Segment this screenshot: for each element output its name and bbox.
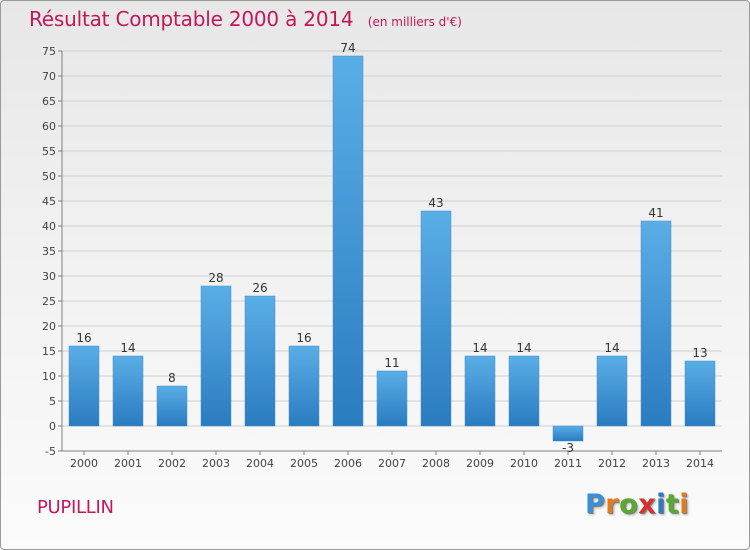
place-name: PUPILLIN (37, 497, 114, 518)
y-tick-label: 25 (42, 295, 56, 308)
y-tick-label: 20 (42, 320, 56, 333)
bar (684, 360, 716, 427)
x-tick-label: 2006 (334, 457, 362, 470)
bar (288, 345, 320, 427)
x-tick-label: 2011 (554, 457, 582, 470)
brand-logo-letter: t (665, 489, 680, 520)
x-tick-label: 2002 (158, 457, 186, 470)
brand-logo-letter: P (585, 489, 606, 520)
data-label: 74 (340, 41, 355, 55)
brand-logo-letter: i (656, 489, 666, 520)
bar (508, 355, 540, 427)
chart-title-unit: (en milliers d'€) (367, 15, 462, 29)
brand-logo-letter: o (619, 489, 639, 520)
data-label: 8 (168, 371, 176, 385)
x-tick-label: 2003 (202, 457, 230, 470)
x-tick-label: 2000 (70, 457, 98, 470)
y-tick-label: 10 (42, 370, 56, 383)
data-label: 28 (208, 271, 223, 285)
data-label: 11 (384, 356, 399, 370)
x-tick-label: 2014 (686, 457, 714, 470)
brand-logo-letter: r (605, 489, 620, 520)
x-tick-label: 2005 (290, 457, 318, 470)
bar (420, 210, 452, 427)
x-tick-label: 2013 (642, 457, 670, 470)
y-tick-label: 50 (42, 170, 56, 183)
y-tick-label: 35 (42, 245, 56, 258)
data-label: 14 (120, 341, 135, 355)
y-tick-label: 65 (42, 95, 56, 108)
data-label: 14 (472, 341, 487, 355)
bar (552, 425, 584, 442)
data-label: 13 (692, 346, 707, 360)
bar (640, 220, 672, 427)
brand-logo-letter: i (679, 489, 690, 520)
bar (68, 345, 100, 427)
x-tick-label: 2007 (378, 457, 406, 470)
data-label: 16 (76, 331, 91, 345)
data-label: 41 (648, 206, 663, 220)
x-tick-label: 2009 (466, 457, 494, 470)
x-tick-label: 2012 (598, 457, 626, 470)
bar (112, 355, 144, 427)
data-label: -3 (562, 441, 574, 455)
x-tick-label: 2001 (114, 457, 142, 470)
bar (200, 285, 232, 427)
brand-logo-letter: x (638, 489, 657, 520)
y-tick-label: 5 (49, 395, 56, 408)
bar (376, 370, 408, 427)
data-label: 26 (252, 281, 267, 295)
bar (156, 385, 188, 427)
y-tick-label: 40 (42, 220, 56, 233)
y-tick-label: 60 (42, 120, 56, 133)
data-label: 14 (516, 341, 531, 355)
x-tick-label: 2004 (246, 457, 274, 470)
brand-logo: Proxiti (585, 489, 689, 520)
bar (244, 295, 276, 427)
chart-title: Résultat Comptable 2000 à 2014 (en milli… (29, 7, 462, 31)
bar (332, 55, 364, 427)
chart-title-main: Résultat Comptable 2000 à 2014 (29, 7, 354, 31)
y-tick-label: -5 (45, 445, 56, 458)
x-tick-label: 2010 (510, 457, 538, 470)
bar (464, 355, 496, 427)
y-tick-label: 30 (42, 270, 56, 283)
bar (596, 355, 628, 427)
y-tick-label: 45 (42, 195, 56, 208)
y-tick-label: 70 (42, 70, 56, 83)
data-label: 14 (604, 341, 619, 355)
y-tick-label: 0 (49, 420, 56, 433)
y-tick-label: 75 (42, 45, 56, 58)
data-label: 16 (296, 331, 311, 345)
y-tick-label: 55 (42, 145, 56, 158)
x-tick-label: 2008 (422, 457, 450, 470)
y-tick-label: 15 (42, 345, 56, 358)
data-label: 43 (428, 196, 443, 210)
